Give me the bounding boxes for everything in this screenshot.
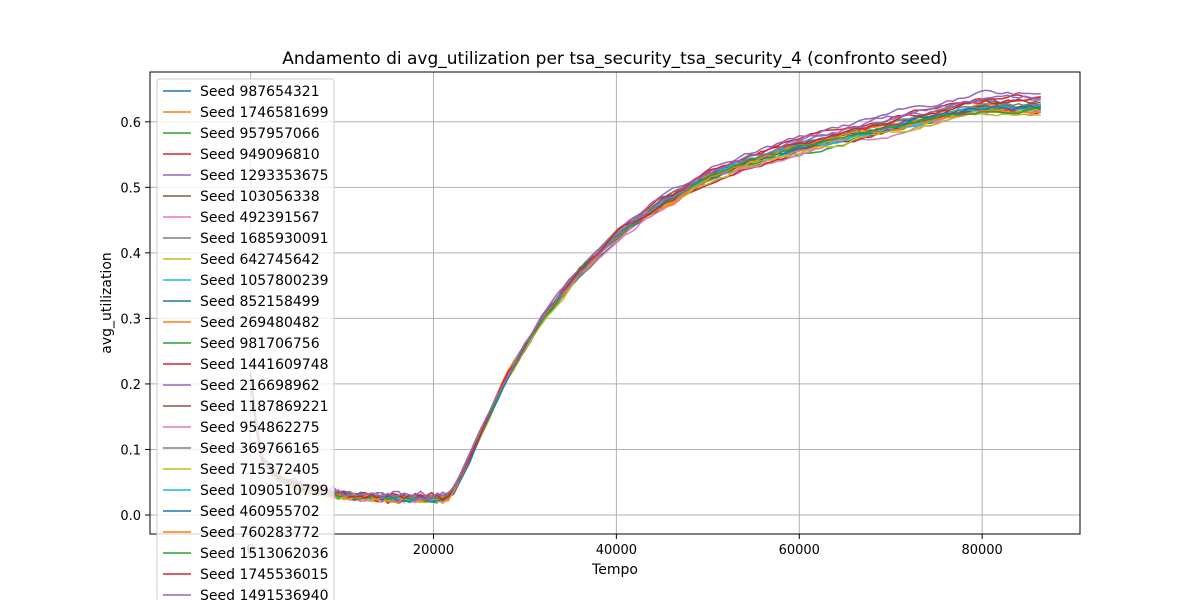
y-tick-label: 0.0 [120,509,141,524]
series-line [249,102,1041,502]
x-tick-label: 40000 [596,543,637,558]
series-line [249,96,1041,501]
y-axis-label: avg_utilization [99,252,115,354]
series-line [249,94,1041,501]
y-tick-label: 0.4 [120,247,141,262]
series-line [249,106,1041,504]
legend-entry: Seed 103056338 [200,189,320,205]
legend-entry: Seed 269480482 [200,315,320,331]
series-line [249,89,1041,498]
y-tick-label: 0.6 [120,116,141,131]
legend-entry: Seed 1441609748 [200,357,329,373]
legend-entry: Seed 1187869221 [200,399,329,415]
series-line [249,102,1041,503]
legend-entry: Seed 987654321 [200,84,320,100]
x-tick-label: 80000 [961,543,1002,558]
legend-entry: Seed 642745642 [200,252,320,268]
x-axis-label: Tempo [591,562,638,578]
series-line [249,105,1041,504]
series-line [249,107,1041,502]
y-tick-label: 0.1 [120,443,141,458]
series-line [249,97,1041,502]
legend-entry: Seed 1090510799 [200,483,329,499]
legend-entry: Seed 216698962 [200,378,320,394]
series-line [249,107,1041,505]
series-line [249,105,1041,503]
series-line [249,109,1041,504]
y-tick-label: 0.5 [120,181,141,196]
x-axis: 020000400006000080000 [246,534,1003,558]
series-lines [249,89,1041,505]
legend-entry: Seed 760283772 [200,525,320,541]
legend-entry: Seed 1057800239 [200,273,329,289]
legend-entry: Seed 1491536940 [200,588,329,600]
series-line [249,105,1041,503]
legend-entry: Seed 954862275 [200,420,320,436]
legend-entry: Seed 957957066 [200,126,320,142]
y-axis: 0.0 0.1 0.2 0.3 0.4 0.5 0.6 [120,116,150,524]
legend-entry: Seed 369766165 [200,441,320,457]
series-line [249,107,1041,505]
x-tick-label: 20000 [413,543,454,558]
legend-entry: Seed 1513062036 [200,546,329,562]
legend-box [156,78,335,600]
legend-entry: Seed 492391567 [200,210,320,226]
series-line [249,102,1041,503]
legend-entry: Seed 1293353675 [200,168,329,184]
legend: Seed 987654321 Seed 1746581699 Seed 957957… [156,78,335,600]
legend-entry: Seed 1746581699 [200,105,329,121]
series-line [249,107,1041,503]
legend-entry: Seed 949096810 [200,147,320,163]
series-line [249,103,1041,502]
x-tick-label: 60000 [779,543,820,558]
legend-entry: Seed 1745536015 [200,567,329,583]
series-line [249,104,1041,503]
legend-entry: Seed 715372405 [200,462,320,478]
series-line [249,102,1041,501]
y-tick-label: 0.2 [120,378,141,393]
legend-entry: Seed 981706756 [200,336,320,352]
series-line [249,94,1041,499]
series-line [249,98,1041,501]
series-line [249,104,1041,503]
series-line [249,109,1041,505]
legend-entry: Seed 852158499 [200,294,320,310]
series-line [249,112,1041,504]
series-line [249,108,1041,504]
chart-title: Andamento di avg_utilization per tsa_sec… [282,49,948,69]
legend-entry: Seed 1685930091 [200,231,329,247]
y-tick-label: 0.3 [120,312,141,327]
legend-entry: Seed 460955702 [200,504,320,520]
plot-area [149,71,1081,535]
